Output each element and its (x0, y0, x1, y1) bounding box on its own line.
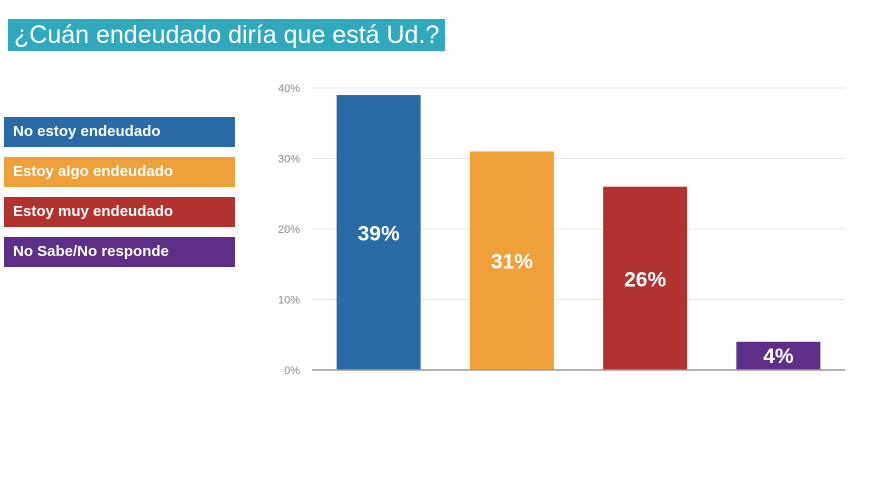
legend-item-algo-endeudado: Estoy algo endeudado (4, 157, 235, 187)
data-label: 26% (624, 268, 666, 291)
chart-title: ¿Cuán endeudado diría que está Ud.? (8, 19, 446, 51)
data-label: 39% (358, 223, 400, 246)
bar (336, 95, 421, 371)
legend-item-no-sabe: No Sabe/No responde (4, 237, 235, 267)
bar (469, 151, 554, 370)
bar (736, 341, 821, 370)
y-tick-label: 0% (284, 365, 300, 377)
legend-item-no-endeudado: No estoy endeudado (4, 117, 235, 147)
y-tick-label: 40% (278, 83, 300, 95)
legend: No estoy endeudado Estoy algo endeudado … (4, 117, 235, 277)
y-axis-ticks: 0% 10% 20% 30% 40% (278, 83, 300, 377)
bar (603, 186, 688, 370)
y-tick-label: 30% (278, 154, 300, 166)
legend-item-muy-endeudado: Estoy muy endeudado (4, 197, 235, 227)
y-tick-label: 10% (278, 295, 300, 307)
data-label: 31% (491, 251, 533, 274)
y-tick-label: 20% (278, 224, 300, 236)
data-label: 4% (763, 345, 794, 368)
bars: 39% 31% 26% 4% (336, 95, 821, 371)
